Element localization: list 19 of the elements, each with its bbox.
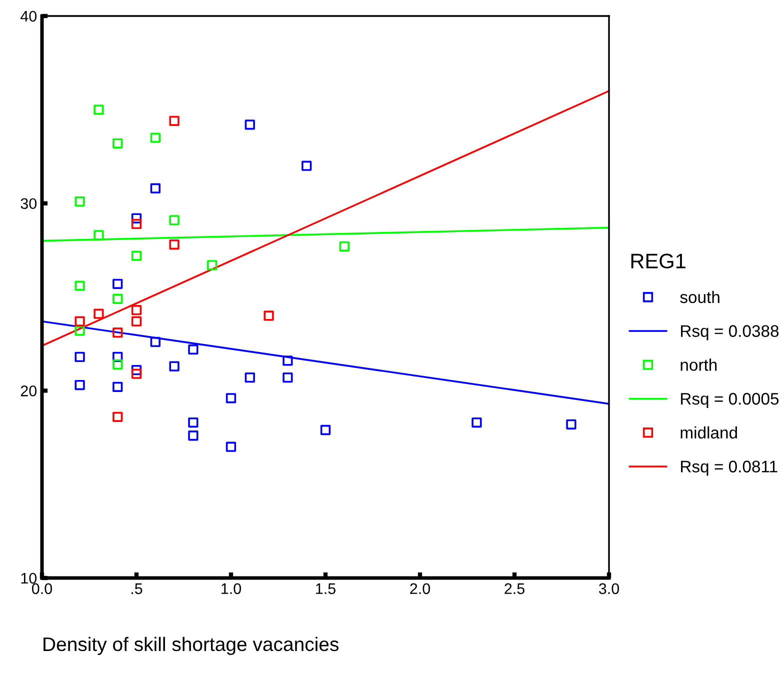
- x-tick-label: 1.5: [316, 583, 336, 594]
- x-tick-label: .5: [132, 583, 142, 594]
- legend-label: north: [680, 358, 717, 371]
- legend-label: Rsq = 0.0005: [681, 392, 779, 408]
- x-tick-label: 2.5: [504, 583, 524, 594]
- y-tick-label: 20: [20, 386, 37, 396]
- legend-label: Rsq = 0.0811: [681, 460, 778, 476]
- x-axis-title: Density of skill shortage vacancies: [44, 636, 338, 655]
- y-tick-label: 30: [20, 198, 37, 210]
- y-tick-label: 10: [21, 572, 37, 584]
- x-tick-label: 0.0: [32, 583, 52, 594]
- legend-label: Rsq = 0.0388: [681, 325, 779, 340]
- y-tick-label: 40: [20, 10, 37, 22]
- legend-title: REG1: [631, 254, 686, 268]
- x-tick-label: 3.0: [598, 583, 620, 594]
- x-tick-label: 1.0: [222, 583, 242, 594]
- legend-label: midland: [680, 426, 737, 439]
- legend-label: south: [680, 290, 720, 304]
- x-tick-label: 2.0: [410, 583, 430, 594]
